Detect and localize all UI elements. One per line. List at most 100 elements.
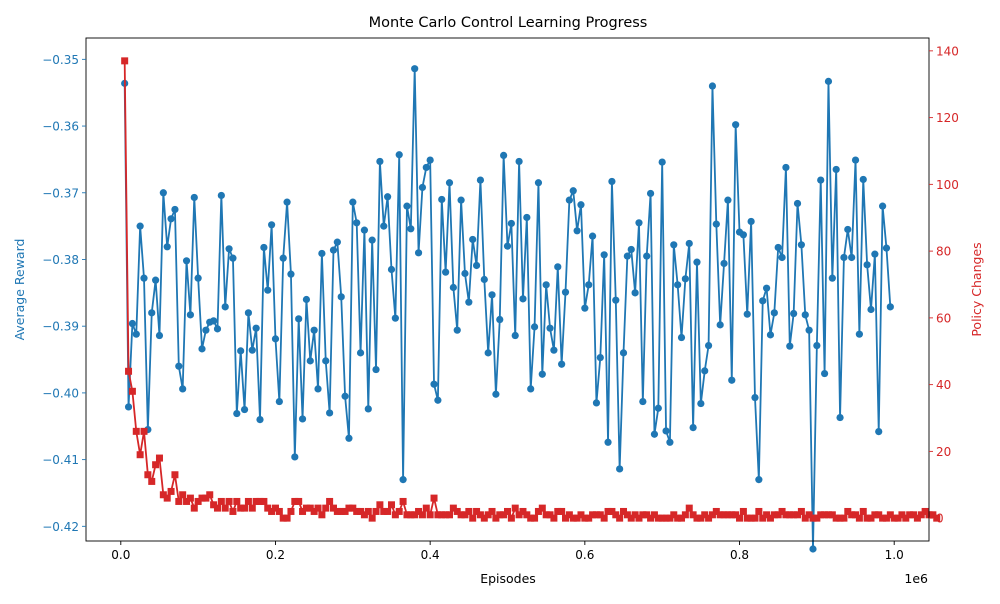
policy-changes-point [391, 511, 399, 519]
reward-point [585, 281, 593, 289]
reward-point [708, 82, 717, 90]
policy-changes-point [260, 497, 268, 505]
reward-point [762, 284, 771, 292]
reward-point [561, 288, 570, 296]
y-left-tick-label: −0.35 [42, 53, 79, 67]
policy-changes-point [264, 504, 272, 512]
reward-point [538, 370, 546, 378]
policy-changes-point [159, 491, 167, 499]
reward-point [248, 346, 256, 354]
policy-changes-point [840, 514, 848, 522]
reward-point [550, 346, 558, 354]
policy-changes-point [500, 511, 508, 519]
policy-changes-point [786, 511, 794, 519]
reward-point [480, 275, 488, 284]
policy-changes-point [295, 497, 303, 505]
policy-changes-point [724, 511, 732, 519]
policy-changes-point [473, 507, 481, 515]
y-axis-left: −0.35 −0.36 −0.37 −0.38 −0.39 −0.40 −0.41 −0.42 [42, 53, 86, 534]
reward-point [492, 390, 500, 398]
y-right-tick-label: 20 [936, 445, 951, 459]
reward-point [155, 331, 164, 340]
reward-point [879, 202, 887, 210]
reward-point [217, 191, 225, 200]
policy-changes-point [693, 514, 701, 522]
policy-changes-point [121, 57, 129, 65]
policy-changes-point [171, 471, 179, 479]
policy-changes-point [438, 511, 446, 519]
reward-point [198, 345, 206, 353]
policy-changes-point [395, 507, 403, 515]
policy-changes-point [751, 514, 759, 522]
reward-point [469, 235, 477, 244]
reward-point [438, 195, 446, 204]
policy-changes-point [283, 514, 291, 522]
y-right-tick-label: 140 [936, 44, 959, 58]
policy-changes-point [782, 511, 790, 519]
policy-changes-point [407, 511, 415, 519]
policy-changes-point [875, 511, 883, 519]
reward-point [770, 309, 778, 317]
policy-changes-point [685, 504, 693, 512]
reward-point [329, 246, 338, 254]
policy-changes-point [384, 507, 392, 515]
reward-point [546, 324, 554, 332]
policy-changes-point [747, 514, 755, 522]
policy-changes-point [608, 507, 616, 515]
reward-point [639, 397, 647, 406]
policy-changes-point [148, 477, 156, 485]
reward-point [128, 319, 136, 328]
policy-changes-point [360, 511, 368, 519]
policy-changes-point [836, 514, 844, 522]
x-tick-label: 0.6 [575, 548, 594, 562]
policy-changes-point [461, 511, 469, 519]
policy-changes-point [318, 511, 326, 519]
policy-changes-point [299, 507, 307, 515]
policy-changes-point [163, 494, 171, 502]
policy-changes-point [817, 511, 825, 519]
reward-point [534, 179, 543, 187]
reward-point [318, 249, 326, 258]
reward-point [631, 289, 639, 297]
reward-point [175, 362, 183, 370]
policy-changes-point [364, 507, 372, 515]
policy-changes-point [492, 514, 500, 522]
y-right-tick-label: 0 [936, 512, 944, 526]
policy-changes-point [469, 514, 477, 522]
policy-changes-point [132, 427, 140, 435]
policy-changes-point [678, 514, 686, 522]
policy-changes-point [345, 504, 353, 512]
policy-changes-point [910, 511, 918, 519]
policy-changes-point [890, 514, 898, 522]
reward-point [677, 333, 686, 342]
reward-point [778, 253, 786, 262]
reward-point [612, 296, 620, 304]
reward-point [414, 249, 423, 257]
policy-changes-point [720, 511, 728, 519]
reward-point [635, 219, 643, 227]
policy-changes-point [844, 507, 852, 515]
reward-point [395, 151, 403, 159]
reward-point [836, 413, 844, 422]
reward-point [801, 311, 809, 319]
policy-changes-point [480, 514, 488, 522]
reward-point [461, 269, 469, 278]
reward-point [790, 309, 798, 318]
policy-changes-point [519, 507, 527, 515]
policy-changes-point [859, 507, 867, 515]
policy-changes-point [198, 494, 206, 502]
policy-changes-point [589, 511, 597, 519]
policy-changes-point [929, 511, 937, 519]
policy-changes-point [291, 497, 299, 505]
y-left-tick-label: −0.42 [42, 520, 79, 534]
policy-changes-point [136, 451, 144, 459]
policy-changes-point [333, 507, 341, 515]
reward-point [712, 220, 720, 228]
reward-point [233, 409, 241, 418]
policy-changes-point [306, 504, 314, 512]
policy-changes-point [268, 507, 276, 515]
reward-point [411, 65, 419, 73]
policy-changes-point [867, 514, 875, 522]
policy-changes-point [155, 454, 163, 462]
